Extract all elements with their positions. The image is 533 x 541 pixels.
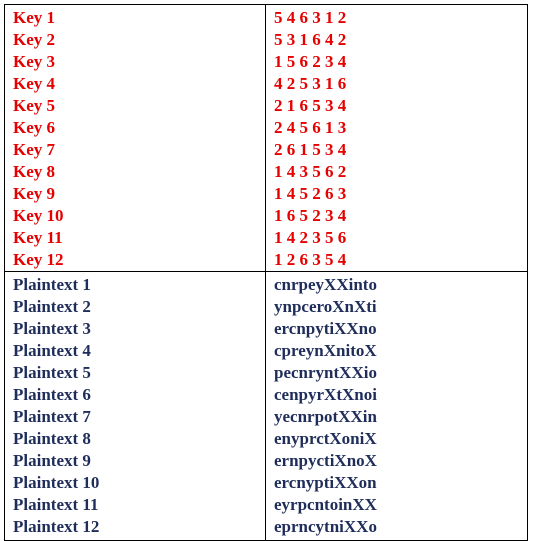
key-value: 1 4 2 3 5 6: [274, 228, 347, 247]
plaintext-label: Plaintext 6: [13, 385, 91, 404]
plaintext-value: ernpyctiXnoX: [274, 451, 377, 470]
key-label: Key 4: [13, 74, 56, 93]
key-label: Key 9: [13, 184, 56, 203]
key-value: 1 4 5 2 6 3: [274, 184, 347, 203]
key-values-cell: 5 4 6 3 1 2 5 3 1 6 4 2 1 5 6 2 3 4 4 2 …: [265, 4, 528, 272]
plaintext-value: cpreynXnitoX: [274, 341, 377, 360]
plaintext-value: pecnryntXXio: [274, 363, 377, 382]
key-value: 5 3 1 6 4 2: [274, 30, 347, 49]
key-label: Key 2: [13, 30, 56, 49]
plaintext-value: ercnyptiXXon: [274, 473, 377, 492]
plaintext-label: Plaintext 10: [13, 473, 100, 492]
plaintext-label: Plaintext 1: [13, 275, 91, 294]
key-label: Key 11: [13, 228, 63, 247]
keys-row: Key 1 Key 2 Key 3 Key 4 Key 5 Key 6 Key …: [4, 4, 528, 272]
key-value: 4 2 5 3 1 6: [274, 74, 347, 93]
plaintext-label: Plaintext 5: [13, 363, 91, 382]
key-value: 2 6 1 5 3 4: [274, 140, 347, 159]
plaintext-value: yecnrpotXXin: [274, 407, 377, 426]
plaintext-value: ynpceroXnXti: [274, 297, 377, 316]
key-value: 2 1 6 5 3 4: [274, 96, 347, 115]
key-plaintext-table: Key 1 Key 2 Key 3 Key 4 Key 5 Key 6 Key …: [4, 4, 528, 541]
plaintext-value: enyprctXoniX: [274, 429, 377, 448]
key-value: 1 2 6 3 5 4: [274, 250, 347, 269]
plaintext-label: Plaintext 8: [13, 429, 91, 448]
key-label: Key 5: [13, 96, 56, 115]
key-value: 5 4 6 3 1 2: [274, 8, 347, 27]
plaintext-value: cnrpeyXXinto: [274, 275, 377, 294]
key-label: Key 10: [13, 206, 64, 225]
key-label: Key 3: [13, 52, 56, 71]
plaintext-label: Plaintext 11: [13, 495, 99, 514]
key-labels-cell: Key 1 Key 2 Key 3 Key 4 Key 5 Key 6 Key …: [4, 4, 266, 272]
key-label: Key 12: [13, 250, 64, 269]
key-value: 1 5 6 2 3 4: [274, 52, 347, 71]
plaintext-label: Plaintext 2: [13, 297, 91, 316]
plaintexts-row: Plaintext 1 Plaintext 2 Plaintext 3 Plai…: [4, 271, 528, 541]
plaintext-values-cell: cnrpeyXXinto ynpceroXnXti ercnpytiXXno c…: [265, 271, 528, 541]
key-value: 1 4 3 5 6 2: [274, 162, 347, 181]
plaintext-value: ercnpytiXXno: [274, 319, 377, 338]
plaintext-label: Plaintext 4: [13, 341, 91, 360]
key-label: Key 1: [13, 8, 56, 27]
plaintext-label: Plaintext 7: [13, 407, 91, 426]
key-label: Key 7: [13, 140, 56, 159]
key-label: Key 8: [13, 162, 56, 181]
plaintext-label: Plaintext 9: [13, 451, 91, 470]
plaintext-value: eprncytniXXo: [274, 517, 377, 536]
plaintext-label: Plaintext 3: [13, 319, 91, 338]
key-value: 1 6 5 2 3 4: [274, 206, 347, 225]
plaintext-value: eyrpcntoinXX: [274, 495, 377, 514]
plaintext-value: cenpyrXtXnoi: [274, 385, 377, 404]
key-value: 2 4 5 6 1 3: [274, 118, 347, 137]
plaintext-label: Plaintext 12: [13, 517, 100, 536]
plaintext-labels-cell: Plaintext 1 Plaintext 2 Plaintext 3 Plai…: [4, 271, 266, 541]
key-label: Key 6: [13, 118, 56, 137]
